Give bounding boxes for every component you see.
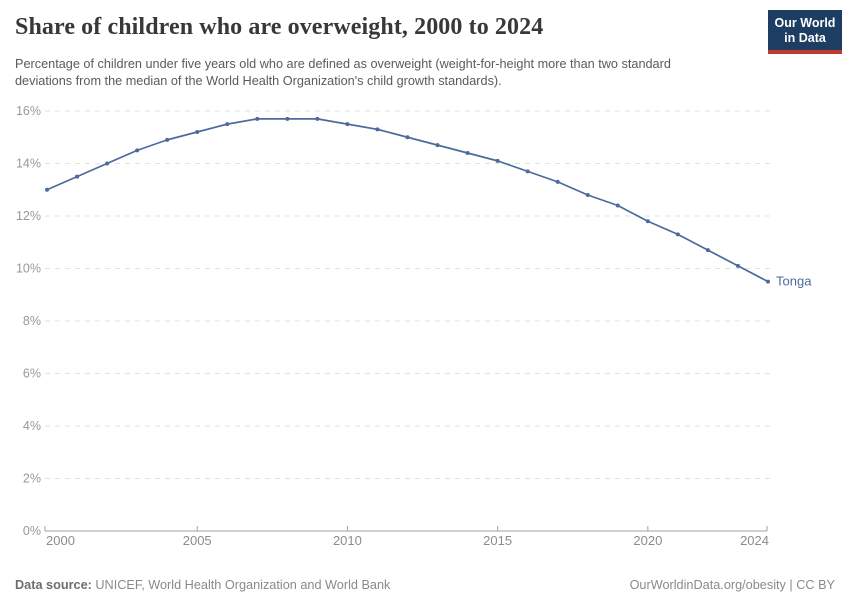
data-point[interactable] — [555, 179, 560, 184]
line-chart: 0% 2% 4% 6% 8% 10% 12% 14% 16% 2000 2005 2010 2015 20… — [16, 104, 812, 548]
x-axis-tick-label: 2020 — [633, 533, 662, 548]
x-axis-tick-label: 2024 — [740, 533, 769, 548]
owid-logo-line2: in Data — [784, 30, 826, 45]
y-axis-tick-label: 12% — [16, 209, 41, 223]
data-point[interactable] — [315, 116, 320, 121]
y-axis-tick-label: 10% — [16, 262, 41, 276]
series-end-label: Tonga — [776, 274, 812, 289]
data-point[interactable] — [735, 263, 740, 268]
data-point[interactable] — [75, 174, 80, 179]
data-point[interactable] — [675, 232, 680, 237]
data-point[interactable] — [105, 161, 110, 166]
data-point[interactable] — [405, 135, 410, 140]
chart-footer: Data source: UNICEF, World Health Organi… — [0, 578, 850, 592]
y-axis-tick-label: 2% — [23, 472, 41, 486]
owid-logo-line1: Our World — [774, 16, 836, 30]
data-point[interactable] — [615, 203, 620, 208]
chart-subtitle: Percentage of children under five years … — [15, 57, 671, 88]
data-point[interactable] — [645, 219, 650, 224]
footer-link[interactable]: OurWorldinData.org/obesity | CC BY — [629, 578, 835, 592]
chart-area: 0% 2% 4% 6% 8% 10% 12% 14% 16% 2000 2005 2010 2015 20… — [0, 95, 850, 560]
y-axis-tick-label: 0% — [23, 524, 41, 538]
data-point[interactable] — [585, 193, 590, 197]
page-title: Share of children who are overweight, 20… — [15, 14, 544, 40]
data-point[interactable] — [45, 187, 49, 192]
data-source: Data source: UNICEF, World Health Organi… — [15, 578, 390, 592]
data-point[interactable] — [495, 158, 500, 163]
data-source-label: Data source: — [15, 578, 92, 592]
y-axis-tick-label: 16% — [16, 104, 41, 118]
x-axis-tick-label: 2000 — [46, 533, 75, 548]
data-point[interactable] — [345, 122, 350, 127]
data-point[interactable] — [465, 151, 470, 155]
data-point[interactable] — [165, 137, 170, 142]
data-point[interactable] — [225, 122, 230, 127]
data-source-value: UNICEF, World Health Organization and Wo… — [95, 578, 391, 592]
y-axis-tick-label: 4% — [23, 419, 41, 433]
data-point[interactable] — [705, 248, 710, 253]
data-point[interactable] — [525, 169, 530, 174]
data-point[interactable] — [766, 279, 771, 284]
data-point[interactable] — [135, 148, 140, 153]
y-axis-tick-label: 6% — [23, 367, 41, 381]
x-axis-tick-label: 2015 — [483, 533, 512, 548]
data-line — [46, 118, 769, 283]
data-point[interactable] — [285, 116, 290, 121]
data-point[interactable] — [375, 127, 380, 132]
owid-logo[interactable]: Our World in Data — [768, 10, 842, 54]
y-axis-tick-label: 14% — [16, 157, 41, 171]
x-axis-tick-label: 2005 — [183, 533, 212, 548]
data-point[interactable] — [255, 116, 260, 121]
x-axis-tick-label: 2010 — [333, 533, 362, 548]
y-axis-tick-label: 8% — [23, 314, 41, 328]
data-point[interactable] — [195, 130, 200, 134]
data-point[interactable] — [435, 143, 440, 148]
